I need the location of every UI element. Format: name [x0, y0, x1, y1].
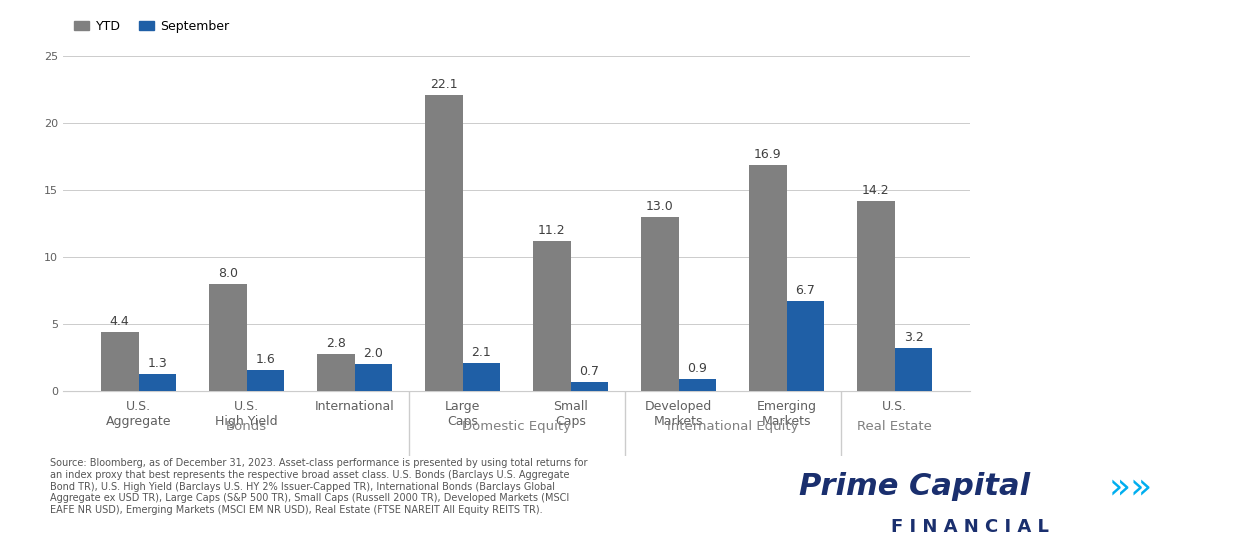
- Bar: [139, 374, 176, 391]
- Bar: [786, 301, 824, 391]
- Text: International Equity: International Equity: [667, 420, 799, 433]
- Bar: [209, 284, 247, 391]
- Bar: [316, 354, 354, 391]
- Bar: [533, 241, 571, 391]
- Text: 2.8: 2.8: [326, 337, 345, 350]
- Text: 16.9: 16.9: [753, 148, 781, 160]
- Text: 8.0: 8.0: [218, 267, 238, 280]
- Bar: [247, 370, 285, 391]
- Text: 14.2: 14.2: [862, 184, 890, 197]
- Text: 3.2: 3.2: [903, 331, 924, 344]
- Bar: [101, 332, 139, 391]
- Bar: [425, 95, 462, 391]
- Text: 2.1: 2.1: [471, 346, 491, 359]
- Bar: [462, 363, 500, 391]
- Text: 4.4: 4.4: [110, 315, 130, 328]
- Text: 6.7: 6.7: [795, 285, 815, 297]
- Text: 0.7: 0.7: [580, 365, 600, 378]
- Text: Bonds: Bonds: [226, 420, 267, 433]
- Text: Prime Capital: Prime Capital: [799, 472, 1031, 501]
- Text: F I N A N C I A L: F I N A N C I A L: [891, 518, 1050, 536]
- Text: 1.3: 1.3: [147, 357, 168, 370]
- Text: 13.0: 13.0: [646, 200, 674, 213]
- Bar: [857, 201, 895, 391]
- Text: 0.9: 0.9: [688, 362, 707, 375]
- Text: 2.0: 2.0: [364, 348, 383, 361]
- Text: Real Estate: Real Estate: [857, 420, 932, 433]
- Text: »»: »»: [1109, 472, 1153, 506]
- Bar: [641, 217, 679, 391]
- Bar: [895, 348, 932, 391]
- Text: 1.6: 1.6: [256, 353, 276, 366]
- Bar: [748, 164, 786, 391]
- Text: 11.2: 11.2: [538, 224, 566, 237]
- Text: Domestic Equity: Domestic Equity: [462, 420, 571, 433]
- Text: 22.1: 22.1: [430, 78, 457, 91]
- Bar: [571, 382, 609, 391]
- Text: Source: Bloomberg, as of December 31, 2023. Asset-class performance is presented: Source: Bloomberg, as of December 31, 20…: [50, 458, 588, 515]
- Bar: [679, 379, 717, 391]
- Legend: YTD, September: YTD, September: [69, 15, 234, 38]
- Bar: [354, 364, 392, 391]
